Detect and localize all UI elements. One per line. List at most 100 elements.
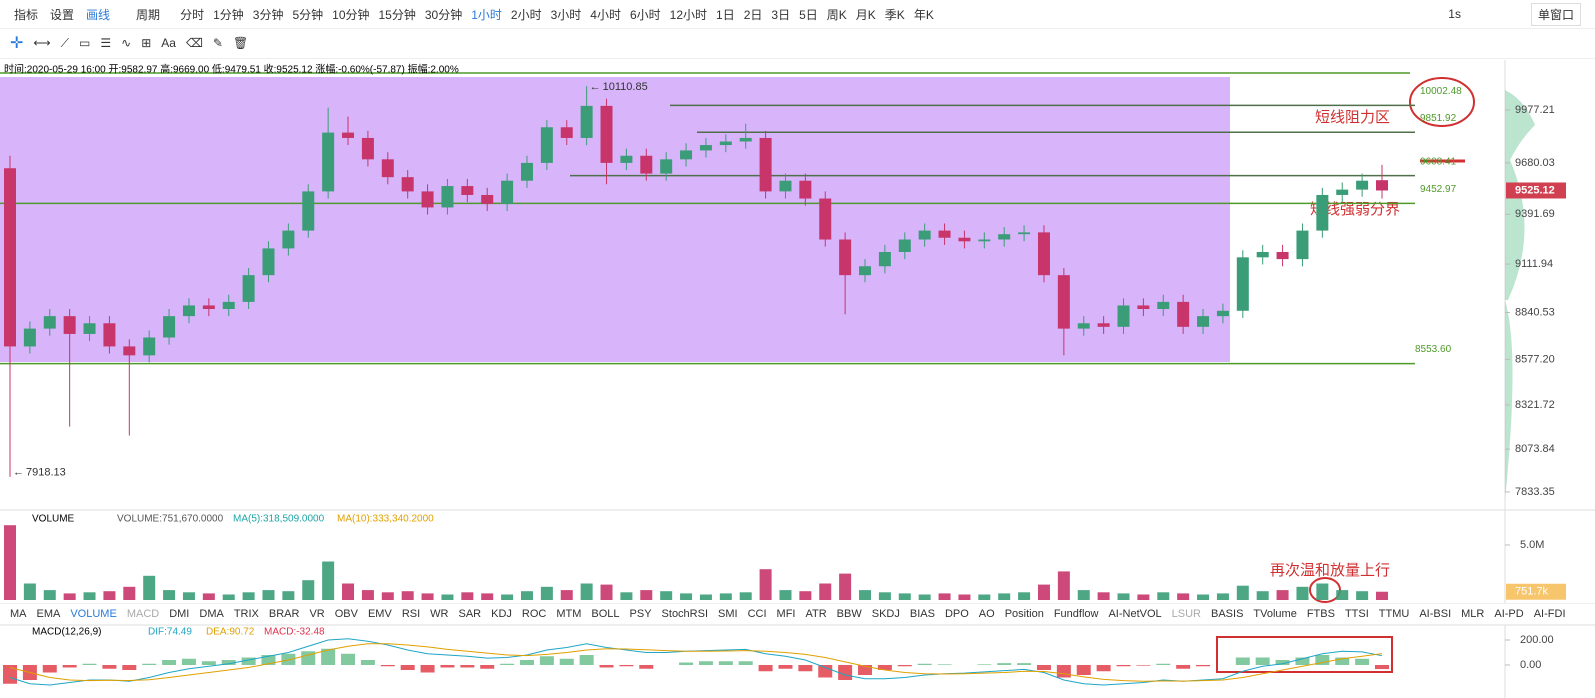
tool[interactable]: ✎ — [212, 36, 223, 50]
indicator-tab[interactable]: Fundflow — [1053, 608, 1099, 620]
last-price-box — [1506, 182, 1566, 199]
macd-bar — [301, 651, 316, 665]
indicator-tab[interactable]: BASIS — [1211, 608, 1244, 620]
indicator-tab[interactable]: AI-FDI — [1533, 608, 1566, 620]
period-button[interactable]: 15分钟 — [378, 7, 416, 22]
tool[interactable]: ▭ — [79, 36, 91, 50]
volume-bar — [620, 592, 633, 600]
candle-body — [1356, 180, 1369, 190]
candle-body — [819, 198, 832, 240]
indicator-tab[interactable]: StochRSI — [661, 608, 709, 620]
indicator-tab[interactable]: SMI — [718, 608, 738, 620]
indicator-tab[interactable]: DMI — [169, 608, 190, 620]
indicator-tab[interactable]: MACD — [126, 608, 160, 620]
period-button[interactable]: 3小时 — [550, 7, 582, 22]
indicator-tab[interactable]: ROC — [521, 608, 547, 620]
period-button[interactable]: 6小时 — [629, 7, 661, 22]
indicator-tab[interactable]: AI-PD — [1494, 608, 1524, 620]
period-button[interactable]: 周K — [826, 7, 847, 22]
indicator-tab[interactable]: DPO — [944, 608, 969, 620]
volume-bar — [1336, 590, 1349, 600]
volume-bar — [918, 594, 931, 600]
indicator-tab[interactable]: VOLUME — [70, 608, 117, 620]
tool[interactable]: ⟷ — [33, 36, 51, 50]
period-button[interactable]: 2小时 — [510, 7, 542, 22]
indicator-tab[interactable]: EMA — [36, 608, 61, 620]
indicator-tab[interactable]: AO — [978, 608, 995, 620]
period-button[interactable]: 5日 — [799, 7, 818, 22]
indicator-tab[interactable]: CCI — [747, 608, 767, 620]
period-button[interactable]: 年K — [913, 7, 934, 22]
indicator-tab[interactable]: RSI — [401, 608, 421, 620]
macd-bar — [1176, 665, 1191, 669]
refresh-rate[interactable]: 1s — [1448, 7, 1461, 21]
indicator-tab[interactable]: DMA — [199, 608, 224, 620]
indicator-tab[interactable]: MA — [10, 608, 27, 620]
indicator-tab[interactable]: ATR — [805, 608, 827, 620]
period-button[interactable]: 4小时 — [590, 7, 621, 22]
text-tool[interactable]: Aa — [161, 36, 176, 50]
indicator-tab[interactable]: OBV — [334, 608, 358, 620]
candle-body — [1157, 301, 1170, 310]
indicator-tab[interactable]: WR — [430, 608, 449, 620]
candle-body — [163, 316, 176, 338]
indicator-tab[interactable]: MTM — [556, 608, 582, 620]
period-button[interactable]: 3分钟 — [252, 7, 284, 22]
indicator-tab[interactable]: PSY — [629, 608, 652, 620]
tool[interactable]: ☰ — [100, 36, 112, 50]
tool[interactable]: ⌫ — [185, 36, 203, 50]
indicator-tab[interactable]: BRAR — [268, 608, 300, 620]
indicator-tab[interactable]: TTMU — [1378, 608, 1410, 620]
indicator-tab[interactable]: TVolume — [1253, 608, 1297, 620]
candle-body — [441, 186, 454, 208]
toolbar-button[interactable]: 设置 — [50, 7, 75, 22]
indicator-tab[interactable]: BIAS — [909, 608, 935, 620]
macd-bar — [997, 663, 1012, 665]
indicator-tab[interactable]: EMV — [367, 608, 392, 620]
indicator-tab[interactable]: SKDJ — [871, 608, 900, 620]
window-mode[interactable]: 单窗口 — [1530, 2, 1581, 26]
period-button[interactable]: 1小时 — [471, 7, 502, 22]
period-label[interactable]: 周期 — [136, 7, 161, 22]
indicator-tab[interactable]: BOLL — [591, 608, 620, 620]
macd-bar — [1036, 665, 1051, 670]
period-button[interactable]: 12小时 — [669, 7, 708, 22]
annotation: 再次温和放量上行 — [1270, 562, 1390, 579]
period-button[interactable]: 季K — [884, 7, 905, 22]
y-tick-label: 8577.20 — [1515, 353, 1555, 365]
period-button[interactable]: 2日 — [743, 7, 763, 22]
candle-body — [560, 127, 573, 138]
period-button[interactable]: 10分钟 — [332, 7, 370, 22]
indicator-tab[interactable]: TRIX — [233, 608, 259, 620]
toolbar-button[interactable]: 指标 — [14, 7, 39, 22]
indicator-tab[interactable]: KDJ — [491, 608, 512, 620]
indicator-tab[interactable]: Position — [1004, 608, 1044, 620]
ma-label: MA(10):333,340.2000 — [337, 514, 434, 525]
indicator-tab[interactable]: SAR — [458, 608, 482, 620]
period-button[interactable]: 分时 — [180, 7, 205, 22]
period-button[interactable]: 1日 — [716, 7, 735, 22]
period-button[interactable]: 月K — [855, 7, 876, 22]
period-button[interactable]: 30分钟 — [424, 7, 463, 22]
period-button[interactable]: 1分钟 — [213, 7, 244, 22]
macd-bar — [738, 661, 753, 665]
y-tick-label: 5.0M — [1520, 539, 1544, 551]
tool[interactable]: ⟋ — [60, 35, 70, 50]
indicator-tab[interactable]: BBW — [836, 608, 862, 620]
period-button[interactable]: 5分钟 — [292, 7, 324, 22]
tool[interactable]: ⊞ — [141, 36, 152, 50]
crosshair-tool[interactable]: ✛ — [10, 35, 24, 52]
period-button[interactable]: 3日 — [771, 7, 791, 22]
candle-body — [660, 159, 673, 174]
tool[interactable]: 🗑 — [232, 36, 249, 50]
indicator-tab[interactable]: AI-BSI — [1419, 608, 1452, 620]
indicator-tab[interactable]: AI-NetVOL — [1108, 608, 1162, 620]
indicator-tab[interactable]: LSUR — [1171, 608, 1201, 620]
tool[interactable]: ∿ — [121, 36, 132, 50]
indicator-tab[interactable]: FTBS — [1306, 608, 1335, 620]
indicator-tab[interactable]: TTSI — [1344, 608, 1369, 620]
indicator-tab[interactable]: MLR — [1461, 608, 1485, 620]
indicator-tab[interactable]: VR — [309, 608, 325, 620]
toolbar-button[interactable]: 画线 — [86, 7, 111, 22]
indicator-tab[interactable]: MFI — [776, 608, 796, 620]
